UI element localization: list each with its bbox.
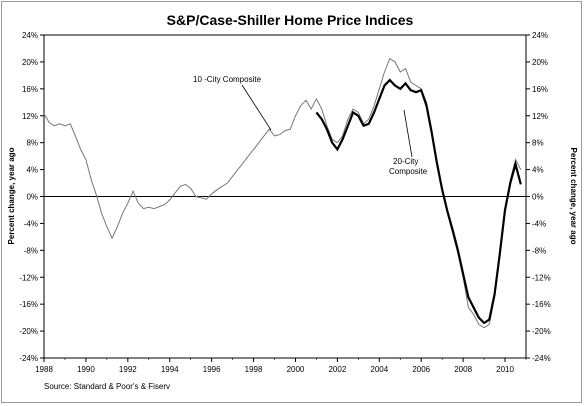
y-tick-label-right: 0%	[532, 193, 544, 202]
y-tick-label-left: 0%	[26, 193, 38, 202]
y-tick-label-left: 16%	[22, 85, 38, 94]
x-tick-label: 1998	[245, 365, 263, 374]
y-tick-label-left: -8%	[24, 246, 38, 255]
y-tick-label-right: 8%	[532, 139, 544, 148]
twenty-city-annotation-line1: 20-City	[393, 157, 418, 166]
x-tick-label: 1988	[35, 365, 53, 374]
y-tick-label-left: 12%	[22, 112, 38, 121]
x-tick-label: 2002	[328, 365, 346, 374]
y-tick-label-right: -16%	[532, 300, 551, 309]
y-tick-label-right: 20%	[532, 58, 548, 67]
x-tick-label: 2006	[412, 365, 430, 374]
x-tick-label: 1996	[203, 365, 221, 374]
source-note: Source: Standard & Poor's & Fiserv	[44, 382, 170, 391]
x-tick-label: 2004	[370, 365, 388, 374]
y-tick-label-left: 24%	[22, 31, 38, 40]
y-tick-label-left: -24%	[19, 354, 38, 363]
x-axis: 1988 1990 1992 1994 1996 1998 2000 2002 2004 2006…	[35, 358, 527, 374]
y-tick-label-left: 4%	[26, 166, 38, 175]
y-tick-label-right: 16%	[532, 85, 548, 94]
y-tick-label-right: -4%	[532, 219, 546, 228]
y-tick-label-right: 12%	[532, 112, 548, 121]
x-tick-label: 2000	[287, 365, 305, 374]
y-tick-label-right: -12%	[532, 273, 551, 282]
x-tick-label: 2010	[496, 365, 514, 374]
y-tick-label-left: -12%	[19, 273, 38, 282]
x-tick-label: 1990	[77, 365, 95, 374]
y-tick-label-left: 8%	[26, 139, 38, 148]
x-tick-label: 1994	[161, 365, 179, 374]
y-axis-label-left: Percent change, year ago	[7, 147, 16, 244]
y-tick-label-right: -24%	[532, 354, 551, 363]
y-tick-label-left: 20%	[22, 58, 38, 67]
series-line-20-city	[315, 78, 522, 325]
y-axis-label-right: Percent change, year ago	[569, 148, 578, 245]
ten-city-leader-line	[241, 84, 272, 131]
x-tick-label: 2008	[454, 365, 472, 374]
y-axis-right: -24% -20% -16% -12% -8% -4% 0% 4% 8% 12% 16% 20% 24%	[526, 31, 551, 363]
x-tick-label: 1992	[119, 365, 137, 374]
y-tick-label-left: -16%	[19, 300, 38, 309]
y-tick-label-left: -4%	[24, 219, 38, 228]
chart-title: S&P/Case-Shiller Home Price Indices	[167, 12, 414, 28]
ten-city-annotation: 10 -City Composite	[193, 75, 262, 84]
twenty-city-leader-line	[403, 109, 413, 158]
y-tick-label-left: -20%	[19, 327, 38, 336]
y-tick-label-right: 4%	[532, 166, 544, 175]
y-tick-label-right: -8%	[532, 246, 546, 255]
y-axis-left: -24% -20% -16% -12% -8% -4% 0% 4% 8% 12% 16% 20% 24%	[19, 31, 44, 363]
y-tick-label-right: -20%	[532, 327, 551, 336]
twenty-city-annotation-line2: Composite	[389, 167, 428, 176]
y-tick-label-right: 24%	[532, 31, 548, 40]
